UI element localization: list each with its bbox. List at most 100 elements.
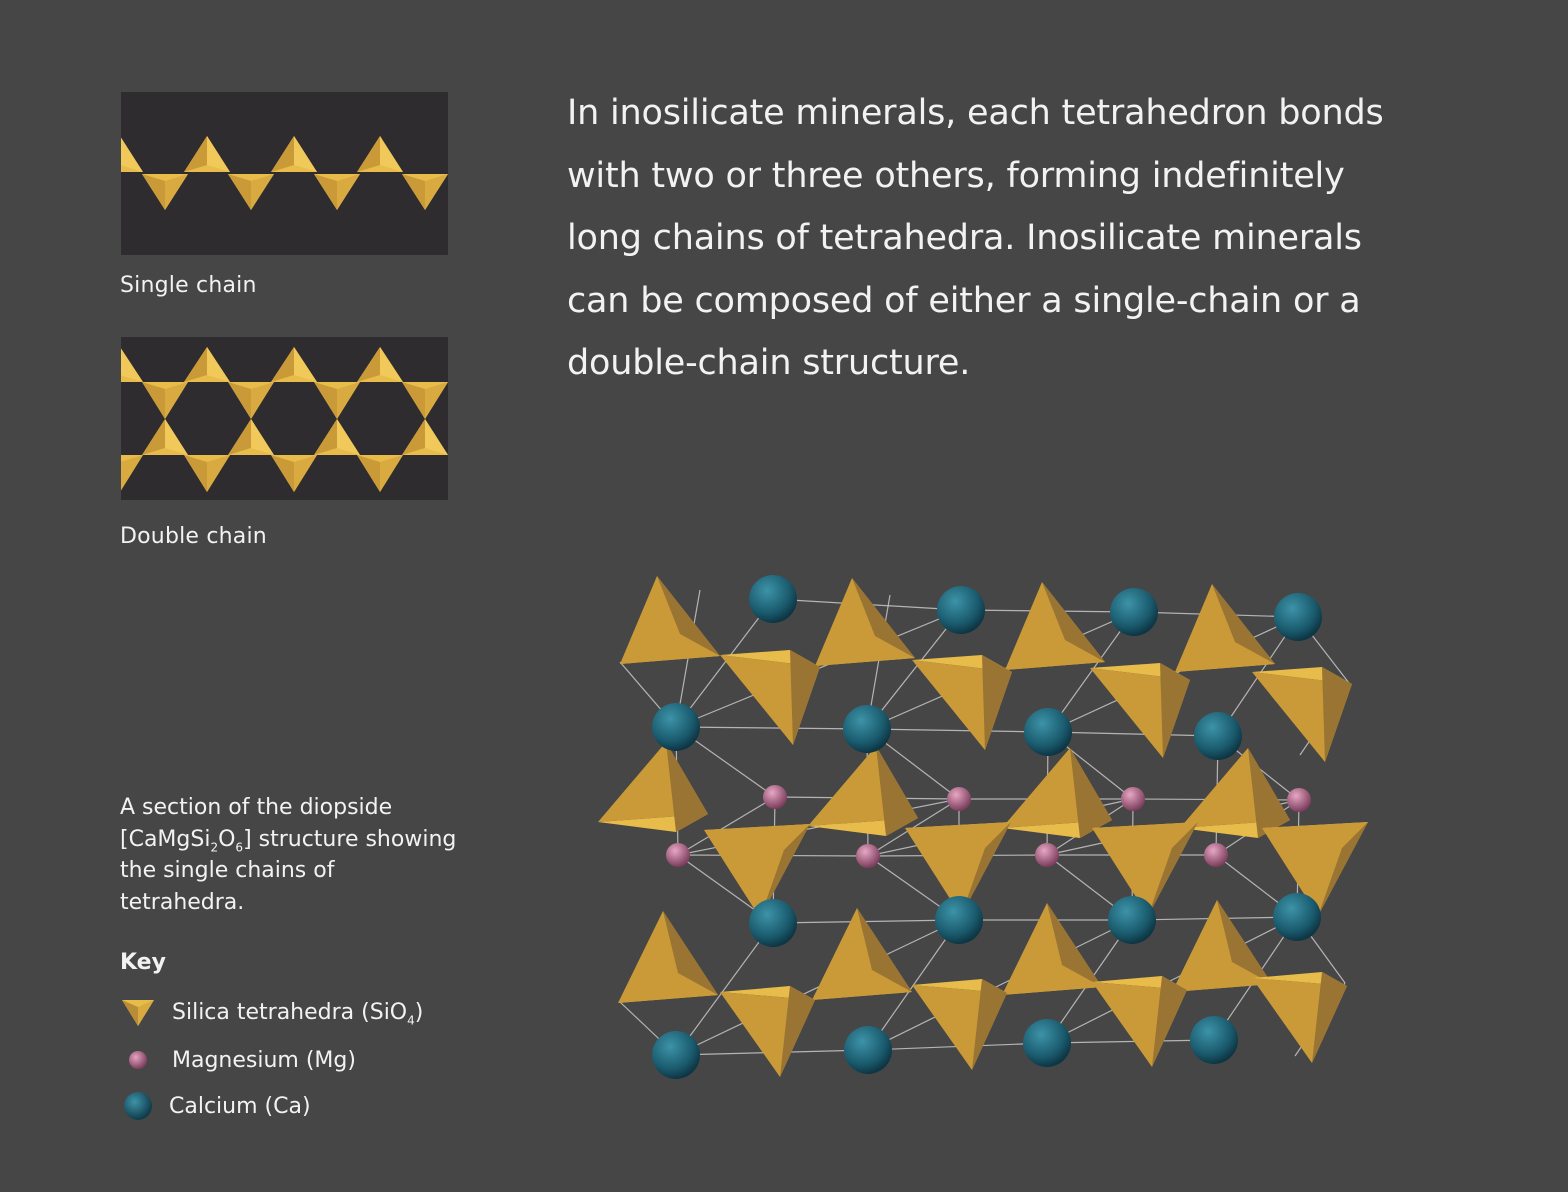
- silica-tetrahedron-face: [857, 908, 912, 992]
- silica-tetrahedron-face: [1262, 822, 1368, 916]
- chain-tetrahedron-face: [121, 137, 143, 172]
- key-title: Key: [120, 950, 166, 975]
- chain-tetrahedron-face: [314, 174, 337, 210]
- magnesium-atom: [666, 843, 690, 867]
- chain-tetrahedron-face: [425, 419, 448, 455]
- silica-tetrahedron-face: [760, 824, 810, 918]
- silica-tetrahedron-face: [815, 578, 915, 666]
- key-item-magnesium: Magnesium (Mg): [118, 1040, 356, 1080]
- chain-tetrahedron-face: [207, 347, 230, 382]
- subscript: 6: [235, 839, 244, 854]
- silica-tetrahedron-face: [876, 746, 918, 836]
- silica-tetrahedron-face: [1160, 663, 1190, 758]
- silica-tetrahedron-face: [620, 576, 720, 664]
- subscript: 2: [210, 839, 219, 854]
- calcium-atom: [844, 1026, 892, 1074]
- chain-tetrahedron-face: [251, 382, 274, 419]
- bond-line: [866, 609, 962, 730]
- bond-line: [677, 796, 776, 856]
- key-label-part: Silica tetrahedra (SiO: [172, 999, 408, 1025]
- key-label-silica: Silica tetrahedra (SiO4): [172, 999, 423, 1027]
- chain-tetrahedron-face: [294, 455, 317, 492]
- intro-paragraph: In inosilicate minerals, each tetrahedro…: [567, 93, 1384, 383]
- diopside-structure-illustration: [598, 575, 1368, 1079]
- chain-tetrahedron-face: [425, 174, 448, 210]
- silica-tetrahedron-face: [704, 824, 810, 918]
- silica-tetrahedron-face: [1312, 972, 1347, 1063]
- chain-tetrahedron-face: [142, 382, 165, 419]
- silica-tetrahedron-face: [1318, 822, 1368, 916]
- calcium-atom: [1190, 1016, 1238, 1064]
- tetrahedron-icon: [118, 992, 158, 1032]
- silica-tetrahedron-face: [780, 986, 815, 1077]
- subscript: 4: [407, 1012, 415, 1027]
- magnesium-atom: [1035, 843, 1059, 867]
- silica-tetrahedron-face: [1047, 903, 1102, 987]
- bond-line: [675, 922, 774, 1056]
- magnesium-atom: [1287, 788, 1311, 812]
- chain-tetrahedron-face: [165, 419, 188, 455]
- diopside-caption-part: A section of the diopside [CaMgSi: [120, 795, 393, 852]
- silica-tetrahedron-face: [1217, 900, 1272, 984]
- calcium-atom: [652, 1031, 700, 1079]
- bond-line: [1047, 611, 1135, 733]
- silica-tetrahedron-face: [1175, 584, 1275, 672]
- chain-tetrahedron-face: [380, 347, 403, 382]
- bond-line: [772, 919, 960, 924]
- chain-tetrahedron-face: [380, 136, 403, 172]
- chain-tetrahedron-face: [228, 382, 251, 419]
- chain-tetrahedron-face: [337, 419, 360, 455]
- bond-line: [1046, 916, 1298, 1044]
- silica-tetrahedron-face: [1070, 748, 1112, 838]
- silica-tetrahedron-face: [666, 742, 708, 832]
- key-label-magnesium: Magnesium (Mg): [172, 1047, 356, 1073]
- magnesium-atom: [763, 785, 787, 809]
- key-label-calcium: Calcium (Ca): [169, 1093, 311, 1119]
- bond-line: [866, 728, 1049, 733]
- chain-tetrahedron-face: [207, 455, 230, 492]
- bond-line: [675, 919, 960, 1056]
- silica-tetrahedron-face: [1322, 667, 1352, 762]
- silica-tetrahedron-face: [1042, 582, 1105, 662]
- bond-line: [867, 919, 1133, 1051]
- chain-tetrahedron-face: [142, 419, 165, 455]
- diopside-caption: A section of the diopside [CaMgSi2O6] st…: [120, 792, 460, 918]
- magnesium-atom: [856, 844, 880, 868]
- chain-tetrahedron-face: [357, 455, 380, 492]
- chain-tetrahedron-face: [271, 455, 294, 492]
- chain-tetrahedron-face: [251, 419, 274, 455]
- calcium-atom: [843, 705, 891, 753]
- calcium-atom: [749, 575, 797, 623]
- chain-tetrahedron-face: [228, 174, 251, 210]
- chain-tetrahedron-face: [207, 136, 230, 172]
- calcium-atom: [1023, 1019, 1071, 1067]
- chain-tetrahedron-face: [337, 174, 360, 210]
- chain-tetrahedron-face: [402, 174, 425, 210]
- bond-line: [675, 598, 774, 728]
- bond-line: [675, 726, 868, 730]
- key-item-calcium: Calcium (Ca): [118, 1086, 311, 1126]
- calcium-atom: [1274, 593, 1322, 641]
- magnesium-atom: [947, 787, 971, 811]
- calcium-atom-icon: [118, 1086, 158, 1126]
- atoms-group: [652, 575, 1322, 1079]
- chain-tetrahedron-face: [380, 455, 403, 492]
- chain-tetrahedron-face: [402, 382, 425, 419]
- calcium-atom: [1108, 896, 1156, 944]
- tetrahedra-group: [598, 576, 1368, 1077]
- silica-tetrahedron-face: [961, 822, 1011, 916]
- silica-tetrahedron-face: [1152, 976, 1187, 1067]
- calcium-atom: [1273, 893, 1321, 941]
- silica-tetrahedron-face: [1005, 582, 1105, 670]
- chain-tetrahedron-face: [251, 174, 274, 210]
- calcium-atom: [749, 899, 797, 947]
- silica-tetrahedron-face: [663, 911, 718, 995]
- chain-tetrahedron-face: [271, 347, 294, 382]
- chain-tetrahedron-face: [425, 382, 448, 419]
- chain-tetrahedron-face: [228, 419, 251, 455]
- chain-tetrahedron-face: [402, 419, 425, 455]
- single-chain-illustration: [121, 136, 448, 210]
- single-chain-diagram: [121, 92, 448, 255]
- double-chain-illustration: [121, 347, 448, 492]
- chain-tetrahedron-face: [314, 419, 337, 455]
